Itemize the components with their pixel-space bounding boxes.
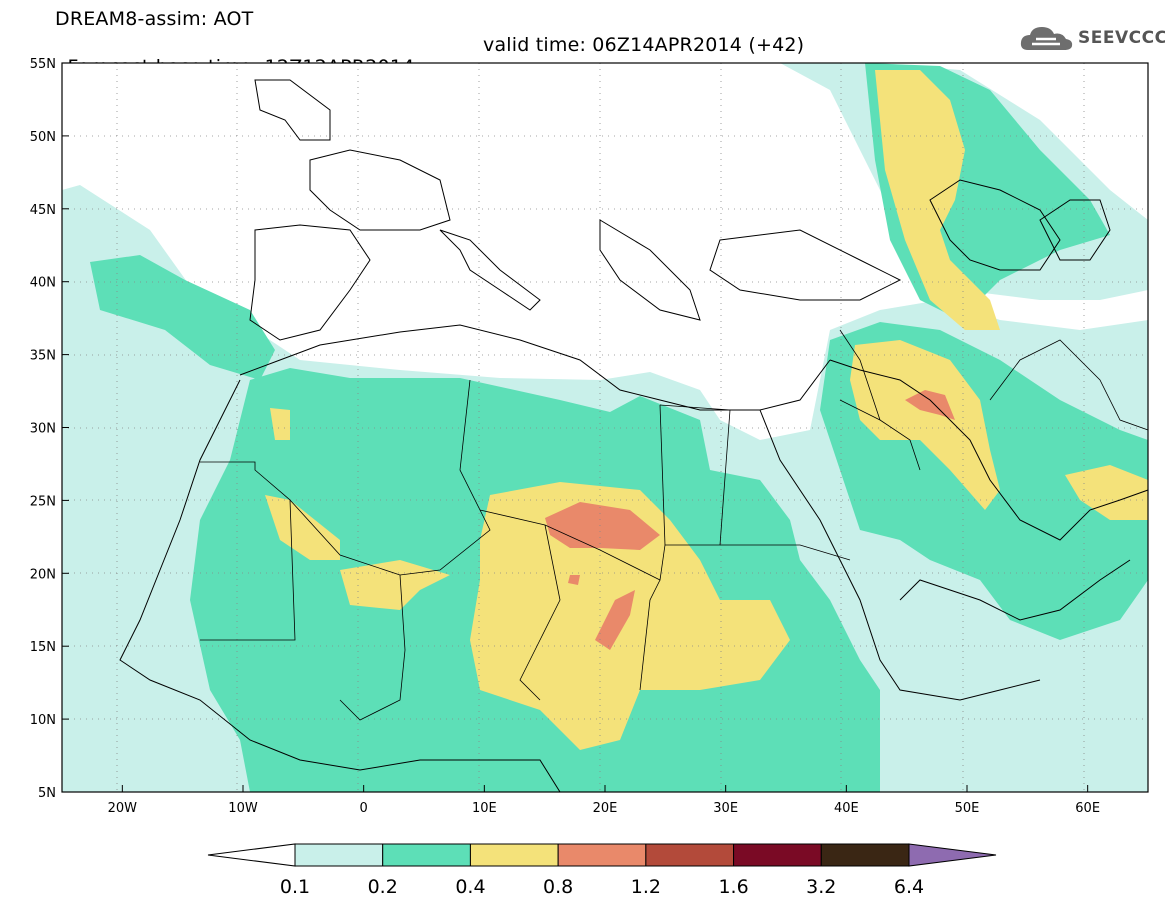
lon-label: 60E (1075, 801, 1100, 816)
legend-label: 0.4 (455, 876, 485, 898)
lat-axis: 55N 50N 45N 40N 35N 30N 25N 20N 15N 10N 5N (30, 57, 69, 801)
legend-label: 0.2 (368, 876, 398, 898)
legend-swatch (733, 843, 822, 867)
lat-label: 50N (30, 130, 56, 145)
lat-label: 55N (30, 57, 56, 72)
lat-label: 35N (30, 349, 56, 364)
legend-swatch (820, 843, 910, 867)
borders (200, 329, 1149, 721)
lat-label: 10N (30, 713, 56, 728)
logo-text: SEEVCCC (1078, 28, 1165, 48)
map-title: DREAM8-assim: AOT (55, 8, 254, 30)
lat-label: 15N (30, 640, 56, 655)
legend-swatch (557, 843, 647, 867)
lon-label: 20W (108, 801, 138, 816)
legend-label: 0.8 (543, 876, 573, 898)
legend-label: 6.4 (894, 876, 924, 898)
lat-label: 20N (30, 567, 56, 582)
lat-label: 5N (38, 786, 56, 801)
lon-label: 10W (228, 801, 258, 816)
lon-label: 10E (472, 801, 497, 816)
logo: SEEVCCC (1018, 22, 1165, 54)
legend-label: 1.2 (631, 876, 661, 898)
legend-label: 3.2 (806, 876, 836, 898)
lat-label: 30N (30, 422, 56, 437)
lat-label: 45N (30, 203, 56, 218)
lat-label: 40N (30, 276, 56, 291)
lon-label: 0 (360, 801, 368, 816)
lon-label: 30E (713, 801, 738, 816)
legend-colorbar: 0.1 0.2 0.4 0.8 1.2 1.6 3.2 6.4 (207, 843, 997, 898)
lon-label: 20E (593, 801, 618, 816)
legend-label: 1.6 (718, 876, 748, 898)
lat-label: 25N (30, 494, 56, 509)
cloud-icon (1020, 27, 1073, 50)
legend-swatch (294, 843, 384, 867)
legend-over-triangle (908, 843, 997, 867)
lon-label: 40E (834, 801, 859, 816)
legend-swatch (469, 843, 559, 867)
aot-field (62, 63, 1148, 792)
legend-swatch (645, 843, 735, 867)
legend-label: 0.1 (280, 876, 310, 898)
valid-time: valid time: 06Z14APR2014 (+42) (483, 34, 805, 56)
coastlines (119, 79, 1149, 793)
legend-swatch (382, 843, 471, 867)
lon-label: 50E (955, 801, 980, 816)
lon-axis: 20W 10W 0 10E 20E 30E 40E 50E 60E (108, 785, 1100, 816)
legend-under-triangle (207, 843, 296, 867)
